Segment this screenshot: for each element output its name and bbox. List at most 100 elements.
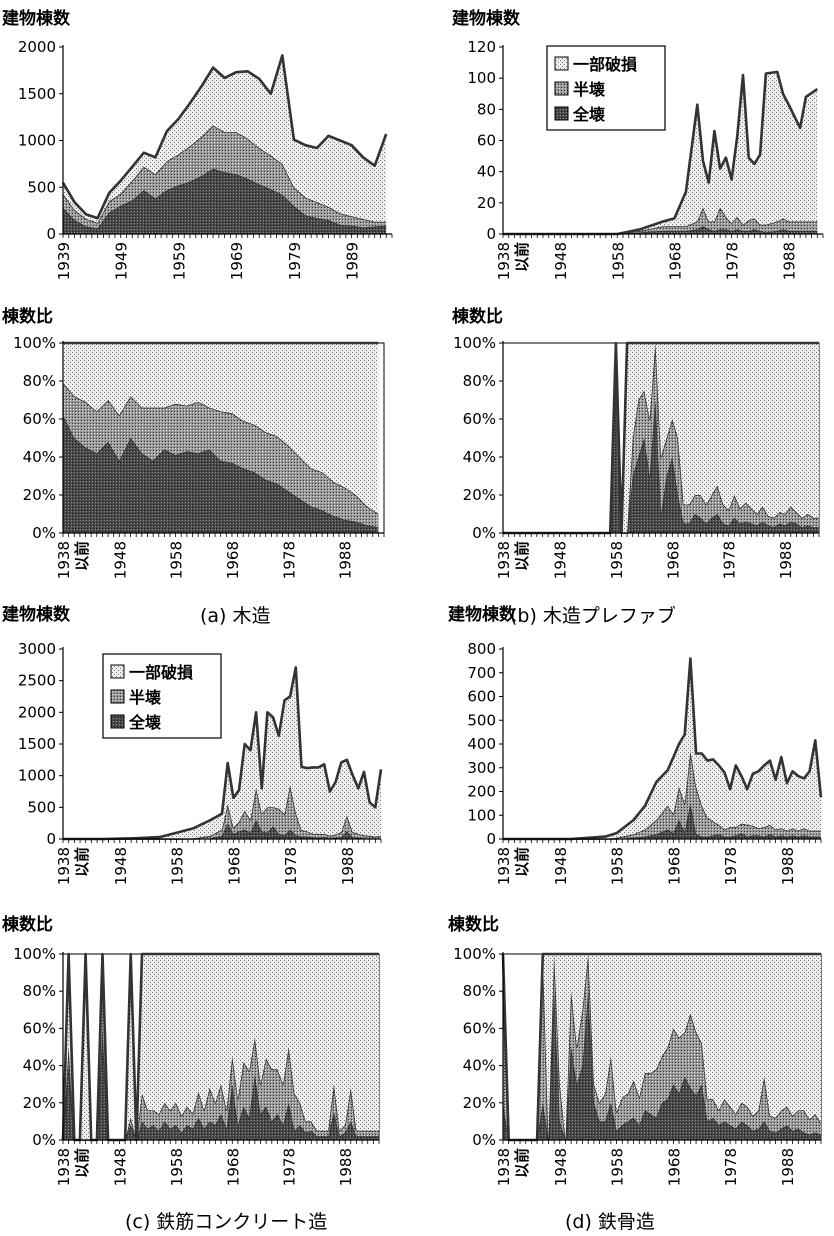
x-tick-label: 1968 — [224, 541, 242, 579]
area-c-count-series-1 — [63, 785, 381, 839]
y-tick-label: 100% — [13, 334, 56, 352]
x-tick-label: 1948 — [552, 242, 570, 280]
y-tick-label: 2500 — [18, 672, 56, 690]
x-tick-label: 1978 — [721, 541, 739, 579]
x-tick-label: 1958 — [168, 1148, 186, 1186]
x-tick-label: 1978 — [281, 1148, 299, 1186]
x-tick-label: 1978 — [280, 541, 298, 579]
x-tick-label: 1958 — [168, 541, 186, 579]
area-c-count-series-0 — [63, 820, 381, 839]
y-tick-label: 600 — [467, 688, 496, 706]
x-tick-label-before: 以前 — [513, 847, 531, 877]
y-axis-title: 棟数比 — [448, 914, 499, 935]
x-tick-label-before: 以前 — [513, 541, 531, 571]
y-tick-label: 40 — [477, 163, 496, 181]
y-tick-label: 1000 — [18, 132, 56, 150]
panel-a-count: 0 500 1000 1500 2000 1939 1949 1959 1969 1979 1989… — [2, 8, 393, 280]
x-tick-label: 1948 — [111, 541, 129, 579]
x-tick-label: 1988 — [779, 847, 797, 885]
area-b-ratio-series-2 — [503, 343, 819, 533]
y-tick-label: 500 — [27, 178, 56, 196]
x-tick-label: 1948 — [111, 1148, 129, 1186]
x-tick-label: 1978 — [282, 847, 300, 885]
x-tick-label: 1968 — [666, 242, 684, 280]
x-tick-label: 1948 — [552, 847, 570, 885]
y-tick-label: 100% — [453, 334, 496, 352]
x-tick-label: 1938 — [495, 1148, 513, 1186]
panel-d-count: 0 100 200 300 400 500 600 700 800 1938 以前 1948 1958 1… — [448, 604, 823, 885]
y-tick-label: 60 — [477, 132, 496, 150]
x-tick-label-before: 以前 — [513, 242, 531, 272]
x-tick-label: 1938 — [495, 847, 513, 885]
y-tick-label: 300 — [467, 759, 496, 777]
legend-label: 半壊 — [573, 80, 606, 99]
y-axis-title: 建物棟数 — [2, 8, 71, 29]
y-tick-label: 100% — [453, 945, 496, 963]
legend-swatch — [110, 664, 125, 679]
area-a-count-series-0 — [63, 168, 387, 234]
x-tick-label: 1988 — [339, 847, 357, 885]
area-b-count-series-1 — [503, 207, 818, 234]
x-tick-label-before: 以前 — [73, 847, 91, 877]
area-d-ratio-series-2 — [503, 954, 821, 1140]
legend-swatch — [554, 81, 569, 96]
x-tick-label: 1978 — [722, 1148, 740, 1186]
y-axis-title: 棟数比 — [452, 306, 503, 327]
y-tick-label: 60% — [463, 410, 496, 428]
y-tick-label: 800 — [467, 640, 496, 658]
x-tick-label: 1968 — [225, 847, 243, 885]
y-tick-label: 0 — [46, 830, 56, 848]
area-d-ratio-series-1 — [503, 954, 821, 1140]
area-c-count-series-2 — [63, 667, 381, 839]
line-d-ratio-series-2 — [501, 952, 821, 1142]
y-tick-label: 20 — [477, 194, 496, 212]
y-tick-label: 40% — [23, 1057, 56, 1075]
y-tick-label: 0 — [486, 225, 496, 243]
y-tick-label: 80 — [477, 100, 496, 118]
x-tick-label: 1958 — [608, 541, 626, 579]
x-tick-label: 1959 — [170, 242, 188, 280]
x-tick-label: 1978 — [722, 847, 740, 885]
line-b-count-series-2 — [503, 70, 819, 236]
y-tick-label: 0% — [472, 1131, 496, 1149]
legend-label: 一部破損 — [129, 663, 194, 682]
panel-c-count: 0 500 1000 1500 2000 2500 3000 1938 以前 1948 1958 19… — [2, 604, 383, 885]
y-axis-title: 棟数比 — [2, 914, 53, 935]
y-tick-label: 20% — [23, 486, 56, 504]
y-axis-title: 棟数比 — [2, 306, 53, 327]
legend-swatch — [554, 106, 569, 121]
x-tick-label: 1988 — [781, 242, 799, 280]
area-a-ratio-series-2 — [63, 343, 379, 514]
line-d-count-series-2 — [503, 657, 823, 841]
panel-b-count: 0 20 40 60 80 100 120 1938 以前 1948 1958 1968 1978 198… — [452, 8, 824, 280]
y-tick-label: 3000 — [18, 640, 56, 658]
y-tick-label: 20% — [463, 1094, 496, 1112]
y-tick-label: 60% — [23, 410, 56, 428]
x-tick-label: 1989 — [344, 242, 362, 280]
x-tick-label: 1938 — [495, 242, 513, 280]
x-tick-label: 1978 — [724, 242, 742, 280]
panel-a-ratio: 0% 20% 40% 60% 80% 100% 1938 以前 1948 1958 1968 1978… — [2, 306, 385, 627]
y-tick-label: 1500 — [18, 85, 56, 103]
area-d-ratio-series-0 — [503, 991, 821, 1140]
area-c-ratio-series-2 — [63, 954, 379, 1140]
y-tick-label: 0 — [46, 225, 56, 243]
panel-caption: (a) 木造 — [200, 605, 271, 627]
y-tick-label: 500 — [27, 798, 56, 816]
y-tick-label: 60% — [23, 1019, 56, 1037]
x-tick-label: 1958 — [169, 847, 187, 885]
x-tick-label: 1958 — [609, 242, 627, 280]
area-a-ratio-series-1 — [63, 382, 379, 528]
x-tick-label: 1979 — [286, 242, 304, 280]
x-tick-label-before: 以前 — [513, 1148, 531, 1178]
panel-caption: (c) 鉄筋コンクリート造 — [125, 1211, 327, 1233]
y-tick-label: 0 — [486, 830, 496, 848]
x-tick-label: 1938 — [55, 1148, 73, 1186]
y-tick-label: 40% — [463, 1057, 496, 1075]
x-tick-label: 1958 — [609, 847, 627, 885]
legend-label: 全壊 — [128, 713, 162, 732]
x-tick-label: 1988 — [337, 1148, 355, 1186]
panel-b-ratio: 0% 20% 40% 60% 80% 100% 1938 以前 1948 1958 1968 1978… — [452, 306, 820, 627]
